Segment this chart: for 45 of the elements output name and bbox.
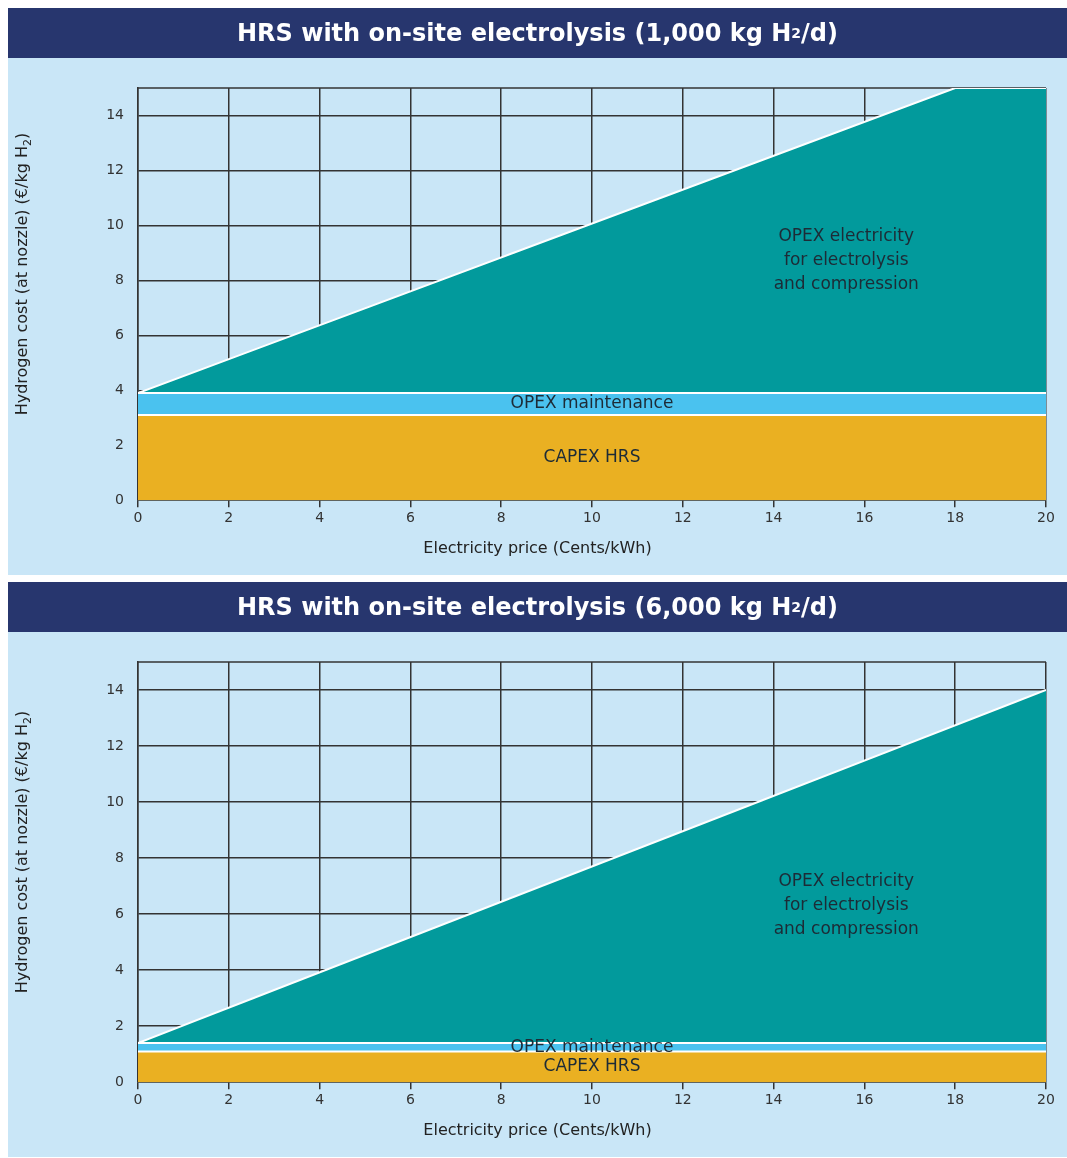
- y-tick-label: 4: [115, 380, 125, 397]
- x-axis-title: Electricity price (Cents/kWh): [422, 538, 653, 557]
- x-tick-label: 2: [224, 509, 234, 526]
- y-tick-label: 4: [115, 960, 125, 977]
- x-tick-label: 14: [764, 1091, 783, 1108]
- y-tick-label: 0: [115, 1072, 124, 1089]
- series-label: CAPEX HRS: [543, 446, 641, 467]
- y-tick-label: 14: [106, 106, 125, 123]
- y-tick-label: 6: [115, 904, 125, 921]
- y-tick-label: 12: [106, 736, 124, 753]
- y-tick-label: 12: [106, 161, 124, 178]
- y-tick-label: 8: [115, 271, 124, 287]
- x-tick-label: 0: [133, 509, 143, 526]
- y-tick-label: 0: [115, 490, 124, 507]
- x-tick-label: 2: [224, 1091, 234, 1108]
- y-tick-label: 2: [115, 435, 124, 452]
- x-tick-label: 8: [496, 1091, 506, 1108]
- x-tick-label: 10: [583, 1091, 601, 1108]
- x-tick-label: 18: [946, 1091, 965, 1108]
- y-tick-label: 10: [106, 216, 124, 233]
- y-tick-label: 2: [115, 1016, 124, 1033]
- x-tick-label: 0: [133, 1091, 143, 1108]
- y-tick-label: 14: [106, 680, 125, 697]
- x-tick-label: 12: [673, 509, 692, 526]
- x-tick-label: 4: [315, 509, 325, 526]
- series-label: OPEX electricity for electrolysis and compression: [773, 225, 919, 294]
- x-tick-label: 18: [946, 509, 965, 526]
- series-label: OPEX electricity for electrolysis and compression: [773, 869, 919, 938]
- x-tick-label: 8: [496, 509, 506, 526]
- x-tick-label: 20: [1037, 509, 1055, 526]
- x-tick-label: 6: [405, 509, 415, 526]
- x-tick-label: 12: [673, 1091, 692, 1108]
- y-tick-label: 10: [106, 792, 124, 809]
- series-label: OPEX maintenance: [510, 392, 674, 413]
- x-tick-label: 4: [315, 1091, 325, 1108]
- x-tick-label: 10: [583, 509, 601, 526]
- x-tick-label: 20: [1037, 1091, 1055, 1108]
- x-tick-label: 16: [855, 1091, 874, 1108]
- x-axis-title: Electricity price (Cents/kWh): [422, 1120, 653, 1139]
- x-tick-label: 14: [764, 509, 783, 526]
- y-tick-label: 8: [115, 848, 124, 865]
- x-tick-label: 6: [405, 1091, 415, 1108]
- y-tick-label: 6: [115, 325, 125, 342]
- x-tick-label: 16: [855, 509, 874, 526]
- series-label: CAPEX HRS: [543, 1055, 641, 1076]
